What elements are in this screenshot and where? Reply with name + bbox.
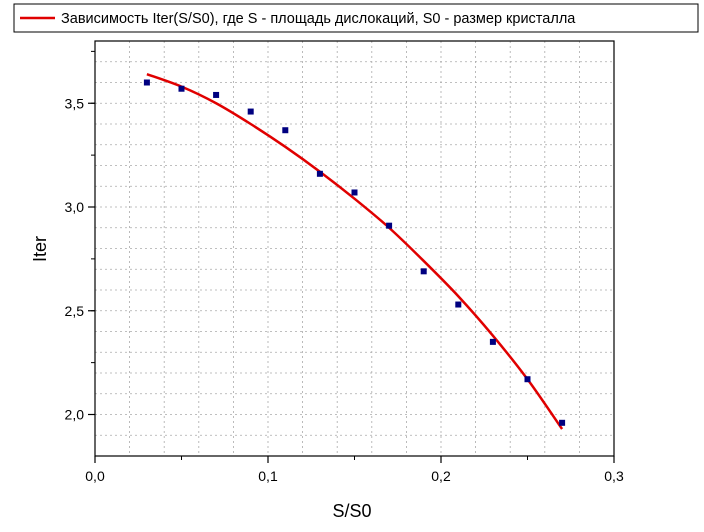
fit-curve [146, 73, 564, 430]
legend-box [13, 3, 699, 33]
data-point [178, 85, 185, 92]
data-point [455, 301, 462, 308]
y-axis-label: Iter [30, 236, 50, 262]
data-point [282, 127, 289, 134]
y-tick-label: 3,0 [65, 199, 85, 215]
x-tick-label: 0,2 [431, 468, 451, 484]
y-tick-label: 2,5 [65, 303, 85, 319]
data-point [247, 108, 254, 115]
data-point [524, 376, 531, 383]
data-point [351, 189, 358, 196]
x-tick-label: 0,0 [85, 468, 105, 484]
axis-ticks: 0,0 0,1 0,2 0,3 2,0 2,5 3,0 3,5 [65, 50, 624, 484]
data-point [213, 91, 220, 98]
x-axis-label: S/S0 [332, 501, 371, 521]
data-point [489, 338, 496, 345]
y-tick-label: 2,0 [65, 407, 85, 423]
y-tick-label: 3,5 [65, 95, 85, 111]
data-point [420, 268, 427, 275]
series-layer [143, 73, 566, 430]
data-point [316, 170, 323, 177]
x-tick-label: 0,3 [604, 468, 624, 484]
data-point [559, 419, 566, 426]
x-tick-label: 0,1 [258, 468, 278, 484]
data-point [386, 222, 393, 229]
legend: Зависимость Iter(S/S0), где S - площадь … [13, 3, 699, 33]
legend-entry-label: Зависимость Iter(S/S0), где S - площадь … [61, 11, 576, 27]
grid [94, 40, 615, 457]
data-point [143, 79, 150, 86]
